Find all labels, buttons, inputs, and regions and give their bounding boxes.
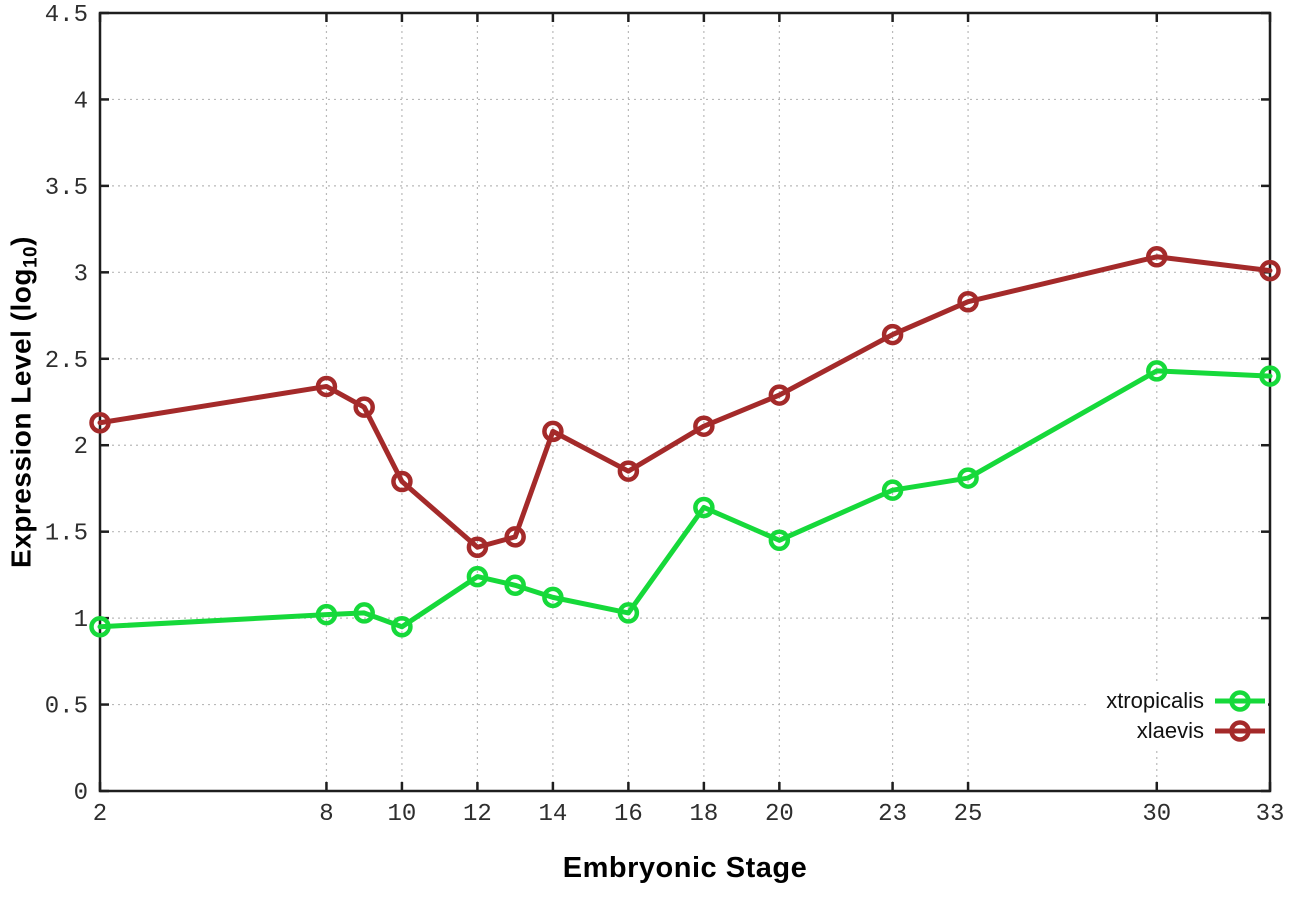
y-tick-label: 0.5 <box>45 694 88 721</box>
marker-xtropicalis <box>504 574 526 597</box>
x-tick-label: 10 <box>388 801 417 828</box>
marker-xtropicalis <box>1259 365 1281 387</box>
y-axis-title-subscript: 10 <box>20 245 42 269</box>
legend: xtropicalis xlaevis <box>1090 684 1268 750</box>
marker-xlaevis <box>768 384 791 406</box>
marker-xlaevis <box>466 536 489 558</box>
plot-border <box>98 11 1272 793</box>
y-tick-label: 2.5 <box>45 348 88 375</box>
marker-xtropicalis <box>89 616 111 638</box>
marker-xtropicalis <box>957 467 979 489</box>
x-tick-label: 25 <box>954 801 983 828</box>
marker-xtropicalis <box>881 479 904 501</box>
marker-xtropicalis <box>353 602 375 624</box>
y-axis-title: Expression Level (log10) <box>6 236 43 568</box>
marker-xlaevis <box>315 375 338 398</box>
marker-xtropicalis <box>1146 360 1168 382</box>
x-tick-label: 23 <box>878 801 907 828</box>
y-tick-label: 4 <box>74 88 88 115</box>
marker-xtropicalis <box>315 603 338 626</box>
marker-xlaevis <box>391 470 413 493</box>
marker-xlaevis <box>693 415 715 437</box>
legend-marker-xtropicalis-icon <box>1215 690 1265 712</box>
y-tick-label: 0 <box>74 780 88 807</box>
marker-xlaevis <box>542 420 564 443</box>
marker-xtropicalis <box>617 602 640 624</box>
x-tick-label: 18 <box>689 801 718 828</box>
marker-xtropicalis <box>466 565 489 588</box>
marker-xlaevis <box>504 526 526 548</box>
y-axis-title-pre: Expression Level (log <box>5 268 37 568</box>
x-tick-label: 33 <box>1256 801 1285 828</box>
x-tick-label: 2 <box>93 801 107 828</box>
marker-xlaevis <box>881 323 904 346</box>
marker-xlaevis <box>1146 246 1168 268</box>
legend-item-xtropicalis: xtropicalis <box>1106 686 1266 716</box>
x-tick-label: 16 <box>614 801 643 828</box>
marker-xlaevis <box>1259 259 1281 282</box>
y-tick-label: 3 <box>74 261 88 288</box>
x-tick-label: 30 <box>1142 801 1171 828</box>
legend-marker-xlaevis-icon <box>1215 720 1265 742</box>
y-tick-label: 1 <box>74 607 88 634</box>
marker-xlaevis <box>957 290 979 313</box>
marker-xlaevis <box>617 460 640 482</box>
marker-xtropicalis <box>542 586 564 609</box>
y-tick-label: 1.5 <box>45 521 88 548</box>
marker-xtropicalis <box>768 529 791 552</box>
marker-xtropicalis <box>693 496 715 519</box>
x-tick-label: 12 <box>463 801 492 828</box>
x-tick-label: 20 <box>765 801 794 828</box>
y-axis-title-post: ) <box>5 236 37 246</box>
legend-item-xlaevis: xlaevis <box>1106 716 1266 746</box>
x-tick-label: 8 <box>319 801 333 828</box>
y-tick-label: 2 <box>74 434 88 461</box>
marker-xlaevis <box>353 396 375 418</box>
legend-label-xtropicalis: xtropicalis <box>1106 688 1204 713</box>
marker-xlaevis <box>89 411 111 434</box>
x-axis-title: Embryonic Stage <box>562 852 808 884</box>
x-tick-label: 14 <box>538 801 567 828</box>
y-tick-label: 3.5 <box>45 175 88 202</box>
y-tick-label: 4.5 <box>45 2 88 29</box>
marker-xtropicalis <box>391 616 413 638</box>
series-line-xtropicalis <box>97 368 1273 630</box>
legend-label-xlaevis: xlaevis <box>1136 718 1204 743</box>
series-line-xlaevis <box>97 254 1273 550</box>
